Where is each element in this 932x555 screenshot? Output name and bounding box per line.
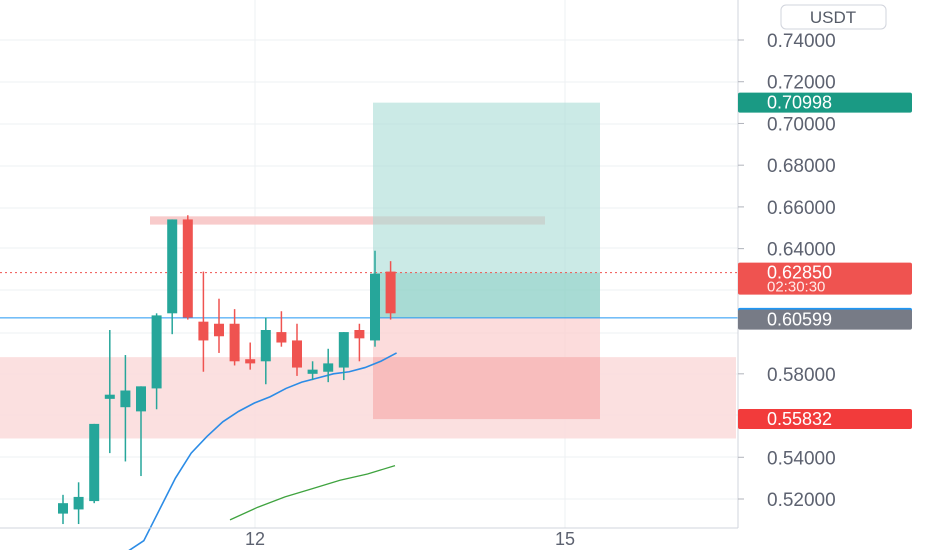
y-tick-label: 0.66000 [767, 198, 836, 219]
stop-overlap-zone [373, 357, 600, 420]
candle-body[interactable] [354, 330, 365, 339]
candle-body[interactable] [260, 330, 271, 362]
currency-badge[interactable] [780, 4, 887, 30]
currency-label[interactable]: USDT [810, 8, 856, 27]
candle-body[interactable] [136, 386, 146, 412]
x-tick-label: 12 [245, 529, 265, 549]
candle-body[interactable] [167, 219, 178, 314]
candle-body[interactable] [323, 363, 334, 372]
ma-slow-line [229, 464, 396, 521]
candle-body[interactable] [385, 271, 396, 314]
candle-body[interactable] [120, 390, 131, 408]
profit-progress-zone [373, 272, 600, 318]
candle-body[interactable] [73, 496, 84, 510]
candle-body[interactable] [370, 273, 380, 341]
target-zone [373, 102, 600, 318]
candle-body[interactable] [182, 219, 193, 318]
candle-body[interactable] [276, 332, 287, 343]
candle-body[interactable] [292, 340, 302, 368]
y-tick-label: 0.58000 [767, 365, 836, 386]
price-label-text: 0.55832 [767, 409, 832, 429]
price-label-text: 0.70998 [767, 93, 832, 113]
y-tick-label: 0.70000 [767, 114, 836, 135]
y-tick-label: 0.64000 [767, 240, 836, 261]
candle-body[interactable] [229, 323, 240, 362]
candle-body[interactable] [245, 359, 256, 364]
y-tick-label: 0.68000 [767, 156, 836, 177]
resistance-zone [150, 216, 545, 225]
candle-body[interactable] [89, 423, 100, 502]
y-tick-label: 0.52000 [767, 490, 836, 511]
candle-body[interactable] [151, 315, 162, 389]
price-label-box[interactable] [738, 409, 912, 430]
countdown-label: 02:30:30 [767, 279, 825, 296]
price-label-box[interactable] [738, 262, 912, 295]
y-tick-label: 0.54000 [767, 448, 836, 469]
candle-body[interactable] [307, 369, 318, 374]
price-label-text: 0.62850 [767, 263, 832, 283]
candle-body[interactable] [104, 394, 115, 399]
x-tick-label: 15 [555, 529, 575, 549]
candle-body[interactable] [214, 323, 224, 337]
price-label-box[interactable] [738, 92, 912, 113]
price-label-box[interactable] [738, 309, 912, 330]
candle-body[interactable] [58, 503, 68, 514]
y-tick-label: 0.74000 [767, 31, 836, 52]
candle-body[interactable] [198, 321, 209, 341]
y-tick-label: 0.72000 [767, 73, 836, 94]
ma-fast-line [127, 352, 397, 552]
price-label-text: 0.60599 [767, 310, 832, 330]
candle-body[interactable] [338, 332, 349, 368]
